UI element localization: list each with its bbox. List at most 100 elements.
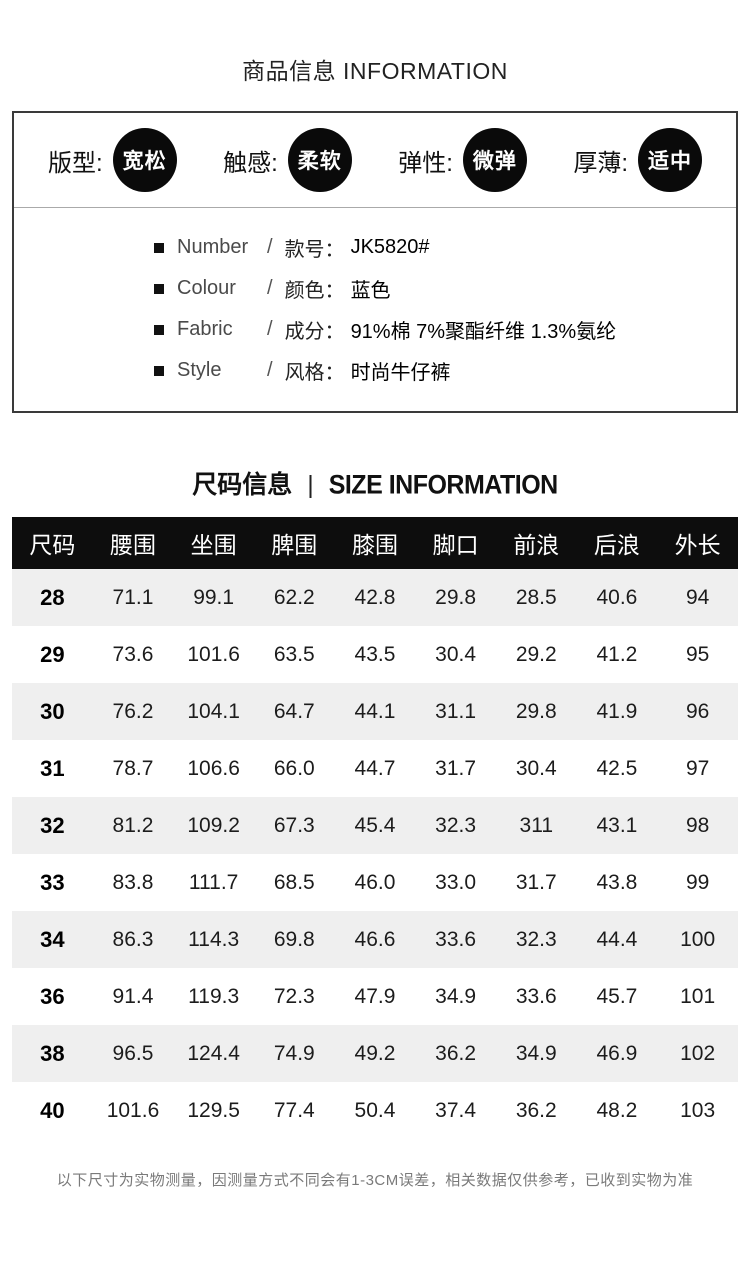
cell-outseam: 102 (680, 1041, 716, 1065)
cell-size: 36 (40, 983, 65, 1009)
cell-knee: 50.4 (354, 1098, 396, 1122)
cell-thigh: 68.5 (273, 870, 315, 894)
cell-waist: 91.4 (112, 984, 154, 1008)
cell-knee: 43.5 (354, 642, 396, 666)
table-row: 34 86.3 114.3 69.8 46.6 33.6 32.3 44.4 1… (12, 911, 738, 968)
cell-hip: 129.5 (187, 1098, 240, 1122)
cell-backrise: 48.2 (596, 1098, 638, 1122)
attribute-label: 弹性: (398, 149, 453, 177)
cell-frontrise: 29.8 (515, 699, 557, 723)
cell-outseam: 94 (685, 585, 710, 609)
table-row: 38 96.5 124.4 74.9 49.2 36.2 34.9 46.9 1… (12, 1025, 738, 1082)
cell-frontrise: 34.9 (515, 1041, 557, 1065)
detail-separator: / (267, 277, 273, 299)
cell-thigh: 63.5 (273, 642, 315, 666)
detail-value: 蓝色 (350, 280, 391, 302)
cell-backrise: 42.5 (596, 756, 638, 780)
detail-value: 91%棉 7%聚酯纤维 1.3%氨纶 (350, 321, 617, 343)
cell-hip: 106.6 (187, 756, 240, 780)
attribute-item: 版型: 宽松 (48, 128, 177, 192)
cell-waist: 101.6 (106, 1098, 160, 1122)
cell-knee: 44.7 (354, 756, 396, 780)
table-row: 36 91.4 119.3 72.3 47.9 34.9 33.6 45.7 1… (12, 968, 738, 1025)
detail-label-en: Number (177, 236, 249, 258)
cell-backrise: 40.6 (596, 585, 638, 609)
detail-row: Fabric / 成分： 91%棉 7%聚酯纤维 1.3%氨纶 (154, 309, 726, 350)
detail-label-cn: 款号： (284, 239, 345, 261)
bullet-square-icon (154, 283, 164, 294)
cell-size: 28 (40, 584, 65, 610)
cell-backrise: 44.4 (596, 927, 638, 951)
cell-frontrise: 36.2 (515, 1098, 557, 1122)
cell-waist: 83.8 (112, 870, 154, 894)
size-table-column-header: 脾围 (253, 517, 335, 569)
attribute-value-badge: 柔软 (287, 128, 352, 192)
cell-hip: 104.1 (187, 699, 240, 723)
table-row: 30 76.2 104.1 64.7 44.1 31.1 29.8 41.9 9… (12, 683, 738, 740)
cell-hip: 114.3 (188, 927, 240, 951)
size-table-column-header: 前浪 (495, 517, 577, 569)
attribute-item: 触感: 柔软 (223, 128, 352, 192)
cell-size: 33 (40, 869, 65, 895)
size-table-column-header: 尺码 (12, 517, 93, 569)
cell-outseam: 97 (685, 756, 710, 780)
bullet-square-icon (154, 242, 164, 253)
size-table-column-header: 外长 (657, 517, 738, 569)
table-row: 28 71.1 99.1 62.2 42.8 29.8 28.5 40.6 94 (12, 569, 738, 626)
cell-waist: 96.5 (112, 1041, 154, 1065)
cell-thigh: 62.2 (273, 585, 315, 609)
cell-outseam: 101 (680, 984, 716, 1008)
size-title-en: SIZE INFORMATION (328, 469, 559, 501)
size-table-column-header: 腰围 (92, 517, 174, 569)
size-table-column-header: 膝围 (334, 517, 416, 569)
cell-hip: 124.4 (187, 1041, 240, 1065)
cell-hip: 111.7 (188, 870, 239, 894)
cell-hip: 109.2 (187, 813, 240, 837)
size-table-column-header: 后浪 (576, 517, 658, 569)
cell-thigh: 66.0 (273, 756, 315, 780)
bullet-square-icon (154, 365, 164, 376)
attribute-value-badge: 宽松 (112, 128, 177, 192)
detail-separator: / (267, 318, 273, 340)
detail-value: JK5820# (350, 236, 430, 258)
cell-backrise: 45.7 (596, 984, 638, 1008)
detail-label-cn: 风格： (284, 362, 345, 384)
cell-frontrise: 311 (519, 813, 553, 837)
detail-label-cn: 成分： (284, 321, 345, 343)
detail-row: Style / 风格： 时尚牛仔裤 (154, 350, 726, 391)
attribute-value-badge: 适中 (638, 128, 702, 192)
detail-label-en: Fabric (177, 318, 233, 340)
cell-knee: 46.0 (354, 870, 396, 894)
cell-size: 40 (40, 1097, 65, 1123)
table-row: 40 101.6 129.5 77.4 50.4 37.4 36.2 48.2 … (12, 1082, 738, 1139)
cell-thigh: 69.8 (273, 927, 315, 951)
cell-backrise: 46.9 (596, 1041, 638, 1065)
detail-separator: / (267, 359, 273, 381)
cell-waist: 86.3 (112, 927, 154, 951)
cell-legopen: 34.9 (435, 984, 477, 1008)
size-table: 尺码 腰围 坐围 脾围 膝围 脚口 前浪 后浪 外长 28 71.1 (12, 517, 738, 1139)
detail-row: Colour / 颜色： 蓝色 (154, 268, 726, 309)
cell-waist: 71.1 (112, 585, 154, 609)
detail-label-en: Colour (177, 277, 236, 299)
cell-backrise: 41.9 (596, 699, 638, 723)
measurement-disclaimer: 以下尺寸为实物测量，因测量方式不同会有1-3CM误差，相关数据仅供参考，已收到实… (56, 1172, 694, 1189)
cell-legopen: 31.1 (435, 699, 477, 723)
cell-size: 34 (40, 926, 65, 952)
cell-backrise: 43.8 (596, 870, 638, 894)
cell-legopen: 30.4 (435, 642, 477, 666)
size-table-column-header: 脚口 (415, 517, 496, 569)
cell-legopen: 33.6 (435, 927, 477, 951)
detail-list: Number / 款号： JK5820# Colour / 颜色： 蓝色 Fab… (14, 208, 736, 411)
size-table-column-header: 坐围 (173, 517, 254, 569)
size-table-body: 28 71.1 99.1 62.2 42.8 29.8 28.5 40.6 94… (12, 569, 738, 1139)
cell-waist: 76.2 (112, 699, 154, 723)
cell-frontrise: 32.3 (515, 927, 557, 951)
cell-waist: 73.6 (112, 642, 154, 666)
attribute-label: 触感: (223, 149, 278, 177)
attribute-row: 版型: 宽松 触感: 柔软 弹性: 微弹 厚薄: 适中 (14, 113, 736, 208)
table-row: 33 83.8 111.7 68.5 46.0 33.0 31.7 43.8 9… (12, 854, 738, 911)
page-title: 商品信息 INFORMATION (242, 58, 508, 84)
cell-thigh: 74.9 (273, 1041, 315, 1065)
cell-frontrise: 28.5 (515, 585, 557, 609)
